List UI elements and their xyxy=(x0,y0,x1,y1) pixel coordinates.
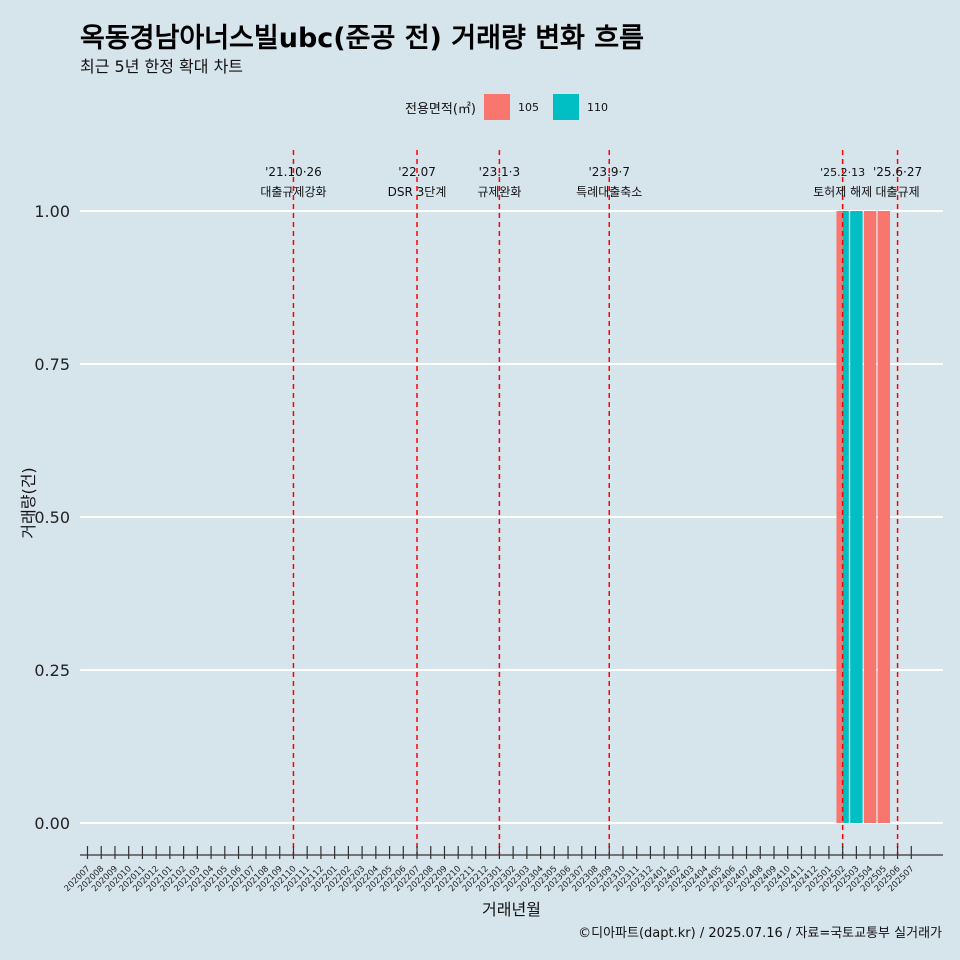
legend-label-105: 105 xyxy=(517,100,539,114)
y-tick-label: 0.75 xyxy=(34,355,70,374)
event-date-label: '23.9·7 xyxy=(589,165,630,179)
event-date-label: '23.1·3 xyxy=(479,165,520,179)
legend: 전용면적(㎡) 105 110 xyxy=(405,92,622,122)
event-date-label: '22.07 xyxy=(398,165,436,179)
x-axis-title: 거래년월 xyxy=(482,900,541,919)
y-axis-title: 거래량(건) xyxy=(19,467,38,538)
y-tick-label: 0.25 xyxy=(34,661,70,680)
event-date-label: '21.10·26 xyxy=(265,165,322,179)
event-name-label: 규제완화 xyxy=(477,185,521,199)
bar-202504-105 xyxy=(863,211,877,823)
legend-title: 전용면적(㎡) xyxy=(405,101,476,117)
chart-title: 옥동경남아너스빌ubc(준공 전) 거래량 변화 흐름 xyxy=(80,23,644,54)
chart-subtitle: 최근 5년 한정 확대 차트 xyxy=(80,57,244,76)
event-date-label: '25.2·13 xyxy=(820,166,865,179)
y-tick-label: 0.50 xyxy=(34,508,70,527)
event-name-label: 대출규제강화 xyxy=(260,185,326,199)
bar-202503-110 xyxy=(850,211,863,823)
event-name-label: DSR 3단계 xyxy=(388,185,447,199)
source-caption: ©디아파트(dapt.kr) / 2025.07.16 / 자료=국토교통부 실… xyxy=(578,926,942,941)
bar-202502-105 xyxy=(836,211,843,823)
event-date-label: '25.6·27 xyxy=(873,165,922,179)
event-name-label: 토허제 해제 xyxy=(813,185,872,199)
legend-swatch-105 xyxy=(483,94,510,120)
legend-label-110: 110 xyxy=(586,100,608,114)
bar-202502-110 xyxy=(842,211,849,823)
y-tick-label: 0.00 xyxy=(34,814,70,833)
legend-swatch-110 xyxy=(552,94,579,120)
event-name-label: 대출규제 xyxy=(875,185,919,199)
bar-202505-105 xyxy=(877,211,891,823)
event-name-label: 특례대출축소 xyxy=(576,185,642,199)
y-tick-label: 1.00 xyxy=(34,202,70,221)
